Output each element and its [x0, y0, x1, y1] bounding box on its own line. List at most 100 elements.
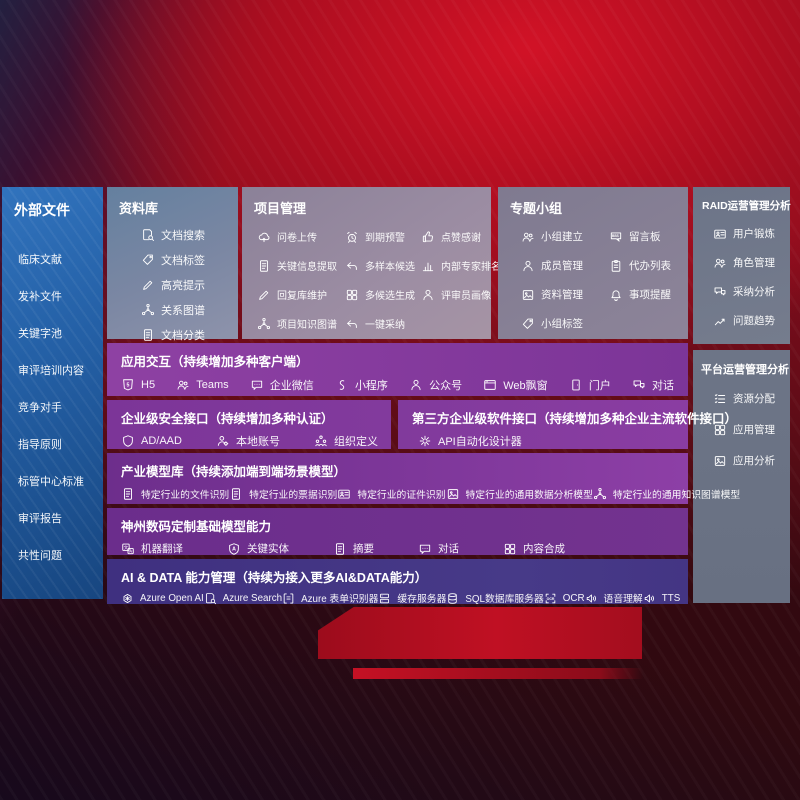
feature-item: Azure 表单识别器	[282, 591, 378, 605]
people-icon	[521, 230, 535, 244]
chat-icon	[418, 542, 432, 556]
feature-label: 特定行业的文件识别	[141, 490, 230, 501]
feature-label: 审评培训内容	[18, 365, 84, 377]
teams-icon	[176, 378, 190, 392]
feature-item: 特定行业的通用数据分析模型	[446, 487, 593, 501]
feature-item: 多样本候选	[345, 258, 421, 273]
sidebar-item: 临床文献	[18, 251, 103, 267]
person-icon	[521, 259, 535, 273]
feature-item: 缓存服务器	[378, 591, 446, 605]
feature-item: 特定行业的证件识别	[337, 487, 446, 501]
project-management-grid: 问卷上传 到期预警 点赞感谢 关键信息提取 多样本候选 内部专家排名 回复库维护 多候选生成 评…	[242, 217, 501, 331]
speech-icon	[585, 592, 598, 605]
document-extract-icon	[257, 259, 271, 273]
feature-item: Azure Open AI	[121, 592, 204, 605]
feature-label: 本地账号	[235, 436, 280, 448]
feature-label: 特定行业的证件识别	[357, 490, 446, 501]
feature-label: 关系图谱	[161, 305, 205, 317]
feature-item: 文档搜索	[141, 227, 238, 243]
database-icon	[446, 592, 459, 605]
feature-item: 摘要	[333, 541, 374, 556]
feature-label: 机器翻译	[141, 543, 183, 555]
background-red-bar	[353, 668, 643, 679]
feature-label: 语音理解	[603, 594, 643, 605]
feature-label: 事项提醒	[629, 289, 671, 301]
sidebar-item: 审评培训内容	[18, 362, 103, 378]
wechat-work-icon	[250, 378, 264, 392]
feature-item: 内部专家排名	[421, 258, 501, 273]
person-icon	[421, 288, 435, 302]
feature-label: 对话	[651, 380, 674, 392]
feature-item: 语音理解	[585, 591, 643, 605]
datalib-list: 文档搜索文档标签高亮提示关系图谱文档分类	[107, 217, 238, 343]
sidebar-item: 关键字池	[18, 325, 103, 341]
feature-item: 关系图谱	[141, 302, 238, 318]
feature-item: 应用分析	[713, 453, 790, 468]
feature-item: 对话	[632, 377, 674, 393]
feature-label: 多候选生成	[365, 291, 415, 302]
multi-grid-icon	[503, 542, 517, 556]
feature-item: 应用管理	[713, 422, 790, 437]
industry-models-row: 产业模型库（持续添加端到端场景模型） 特定行业的文件识别 特定行业的票据识别 特定行…	[107, 453, 740, 504]
feature-label: 多样本候选	[365, 262, 415, 273]
topic-groups-title: 专题小组	[510, 201, 563, 216]
security-interface-row: 企业级安全接口（持续增加多种认证） AD/AAD 本地账号 组织定义	[107, 400, 391, 449]
sidebar-item: 发补文件	[18, 288, 103, 304]
feature-label: API自动化设计器	[438, 436, 522, 448]
security-interface-title: 企业级安全接口（持续增加多种认证）	[121, 412, 334, 426]
feature-label: 回复库维护	[277, 291, 327, 302]
pencil-icon	[257, 288, 271, 302]
feature-item: 问题趋势	[713, 313, 790, 328]
feature-label: Azure Open AI	[140, 592, 204, 604]
feature-item: 多候选生成	[345, 287, 421, 302]
thirdparty-interface-list: API自动化设计器	[398, 433, 688, 449]
official-account-icon	[409, 378, 423, 392]
knowledge-graph-icon	[257, 317, 271, 331]
feature-item: 点赞感谢	[421, 229, 501, 244]
feature-label: 资源分配	[733, 393, 775, 405]
app-interaction-row: 应用交互（持续增加多种客户端） H5 Teams 企业微信 小程序 公众号 Web飘窗 门户…	[107, 343, 688, 396]
highlight-pen-icon	[141, 278, 155, 292]
feature-label: 文档标签	[161, 255, 205, 267]
feature-item: Web飘窗	[483, 377, 548, 393]
industry-models-list: 特定行业的文件识别 特定行业的票据识别 特定行业的证件识别 特定行业的通用数据分析模型…	[107, 487, 740, 501]
feature-label: 代办列表	[629, 260, 671, 272]
html5-icon	[121, 378, 135, 392]
bell-icon	[609, 288, 623, 302]
mini-program-icon	[335, 378, 349, 392]
portal-icon	[569, 378, 583, 392]
document-search-icon	[141, 228, 155, 242]
industry-models-title: 产业模型库（持续添加端到端场景模型）	[121, 465, 347, 479]
feature-item: 到期预警	[345, 229, 421, 244]
feature-label: 标管中心标准	[18, 476, 84, 488]
shield-a-icon	[227, 542, 241, 556]
external-files-title: 外部文件	[14, 202, 70, 218]
feature-label: 摘要	[353, 543, 374, 555]
thirdparty-interface-row: 第三方企业级软件接口（持续增加多种企业主流软件接口） API自动化设计器	[398, 400, 737, 449]
feature-label: 项目知识图谱	[277, 320, 337, 331]
platform-analysis-list: 资源分配应用管理应用分析	[693, 377, 790, 468]
feature-label: 关键信息提取	[277, 262, 337, 273]
reply-arrow-icon	[345, 317, 359, 331]
feature-label: SQL数据库服务器	[465, 594, 544, 605]
feature-label: 公众号	[429, 380, 463, 392]
feature-item: AD/AAD	[121, 434, 182, 448]
feature-label: 评审员画像	[441, 291, 491, 302]
feature-label: 指导原则	[18, 439, 62, 451]
feature-label: 内部专家排名	[441, 262, 501, 273]
people-icon	[713, 256, 727, 270]
feature-item: 文档分类	[141, 327, 238, 343]
web-window-icon	[483, 378, 497, 392]
feature-label: 共性问题	[18, 550, 62, 562]
platform-analysis-title: 平台运营管理分析	[701, 364, 789, 376]
feature-label: 高亮提示	[161, 280, 205, 292]
chat-analysis-icon	[713, 285, 727, 299]
feature-label: 小组建立	[541, 231, 583, 243]
reply-arrow-icon	[345, 259, 359, 273]
datalib-title: 资料库	[119, 201, 159, 216]
alarm-icon	[345, 230, 359, 244]
app-interaction-list: H5 Teams 企业微信 小程序 公众号 Web飘窗 门户 对话	[107, 377, 688, 393]
feature-item: 一键采纳	[345, 316, 421, 331]
feature-label: 成员管理	[541, 260, 583, 272]
feature-item: 特定行业的文件识别	[121, 487, 229, 501]
